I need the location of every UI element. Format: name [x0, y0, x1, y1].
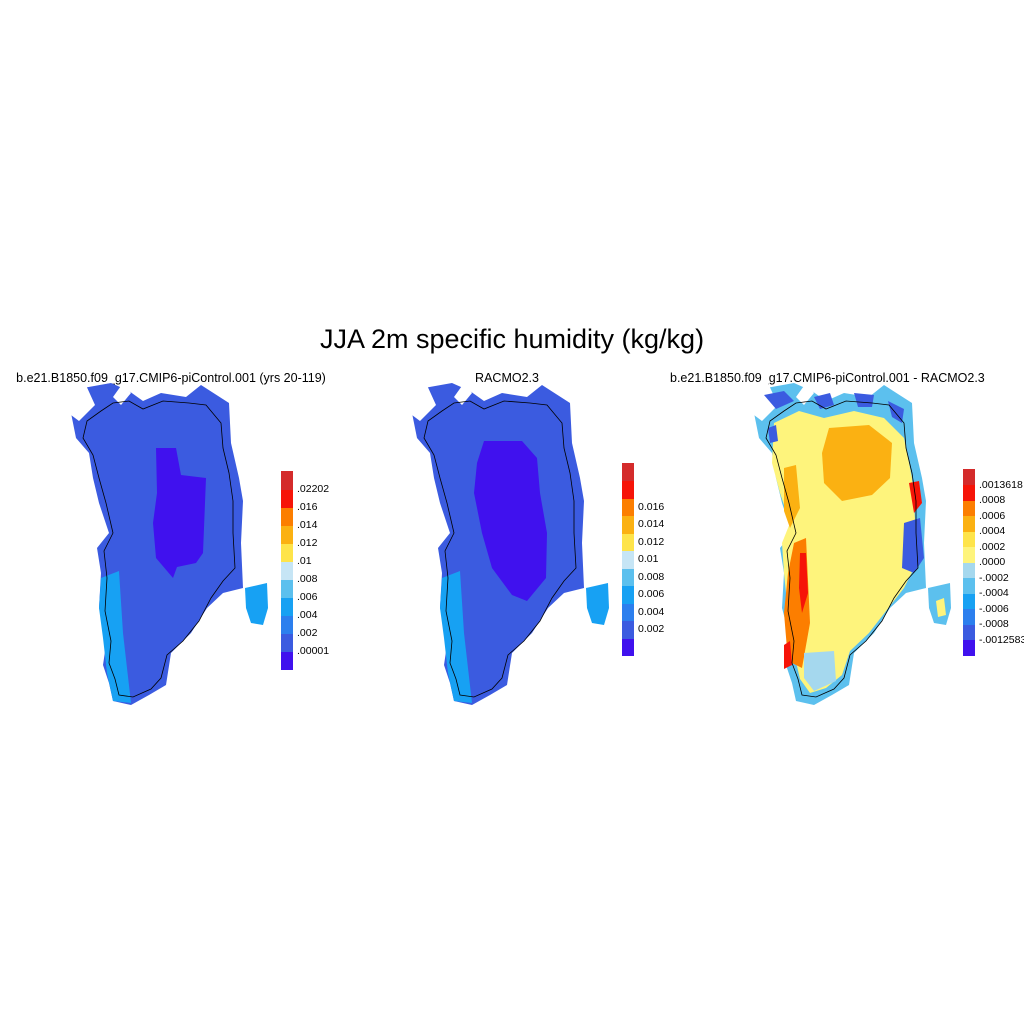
colorbar-swatch [281, 579, 293, 598]
colorbar-label: .0000 [979, 556, 1006, 568]
colorbar-swatch [963, 515, 975, 532]
colorbar-swatch [281, 615, 293, 634]
colorbar-label: -.0002 [979, 571, 1009, 584]
colorbar-swatch [281, 507, 293, 526]
colorbar-swatch [281, 651, 293, 670]
colorbar-swatch [963, 639, 975, 656]
colorbar-swatch [963, 469, 975, 485]
colorbar-label: .008 [297, 573, 318, 585]
colorbar-swatch [963, 500, 975, 516]
colorbar-label: 0.01 [638, 553, 659, 566]
colorbar-swatch [963, 608, 975, 625]
colorbar-label: -.0012583 [979, 633, 1024, 646]
colorbar-label: .01 [297, 555, 312, 567]
colorbar-swatch [281, 597, 293, 616]
colorbar-label: .0013618 [979, 478, 1023, 491]
colorbar-swatch [622, 568, 634, 586]
colorbar-label: .014 [297, 519, 318, 531]
colorbar-swatch [622, 638, 634, 656]
colorbar-label: 0.002 [638, 623, 665, 636]
colorbar-label: .0004 [979, 525, 1006, 537]
colorbar-swatch [281, 633, 293, 652]
colorbar-label: 0.014 [638, 518, 665, 531]
colorbar-swatch [281, 471, 293, 490]
colorbar-swatch [963, 593, 975, 609]
colorbar-label: .002 [297, 627, 318, 639]
colorbar-swatch [963, 484, 975, 501]
colorbar-label: 0.004 [638, 605, 665, 618]
colorbar-swatch [622, 463, 634, 481]
colorbar-swatch [281, 543, 293, 562]
colorbar-label: -.0008 [979, 618, 1009, 630]
colorbar-swatch [622, 603, 634, 621]
colorbar-swatch [963, 546, 975, 563]
map-panel-difference [754, 383, 951, 705]
colorbar-label: .004 [297, 609, 318, 621]
colorbar-swatch [622, 620, 634, 639]
colorbar-label: .0002 [979, 540, 1006, 553]
colorbar-label: .02202 [297, 483, 330, 495]
main-title: JJA 2m specific humidity (kg/kg) [319, 324, 705, 354]
panel-title-racmo: RACMO2.3 [475, 371, 539, 385]
colorbar-label: 0.008 [638, 570, 665, 583]
colorbar-label: .00001 [297, 645, 330, 657]
panel-title-model: b.e21.B1850.f09_g17.CMIP6-piControl.001 … [16, 371, 326, 385]
colorbar-label: .012 [297, 537, 318, 549]
colorbar-label: 0.012 [638, 535, 665, 548]
colorbar-label: 0.006 [638, 588, 665, 601]
colorbar-swatch [963, 624, 975, 640]
panel-title-difference: b.e21.B1850.f09_g17.CMIP6-piControl.001 … [670, 371, 985, 385]
colorbar-label: -.0004 [979, 587, 1009, 599]
colorbar-swatch [281, 561, 293, 580]
colorbar-label: .0008 [979, 494, 1006, 506]
colorbar-swatch [622, 480, 634, 499]
map-panel-model [71, 383, 268, 705]
colorbar-label: .016 [297, 501, 318, 513]
colorbar-swatch [963, 577, 975, 594]
colorbar-swatch [622, 498, 634, 516]
colorbar-label: -.0006 [979, 602, 1009, 615]
colorbar-swatch [622, 515, 634, 534]
colorbar-swatch [963, 531, 975, 547]
colorbar-swatch [622, 550, 634, 569]
colorbar-label: .0006 [979, 509, 1006, 522]
colorbar-swatch [963, 562, 975, 578]
map-panel-racmo [412, 383, 609, 705]
colorbar-swatch [281, 525, 293, 544]
colorbar-swatch [622, 533, 634, 551]
colorbar-swatch [622, 585, 634, 604]
colorbar-label: .006 [297, 591, 318, 603]
colorbar-swatch [281, 489, 293, 508]
colorbar-label: 0.016 [638, 500, 665, 513]
